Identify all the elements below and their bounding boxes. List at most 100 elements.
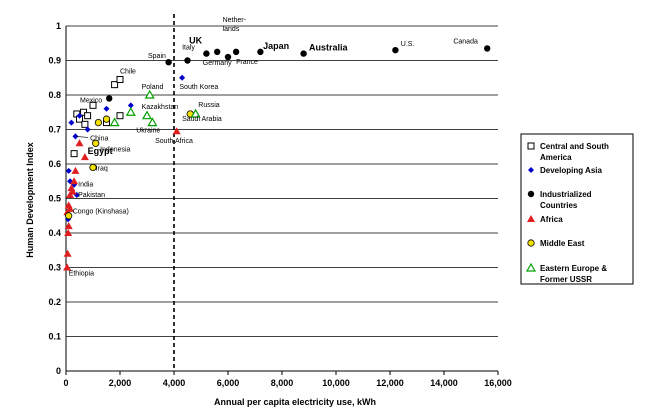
data-point-series-2 <box>106 95 113 102</box>
point-label: UK <box>189 36 202 46</box>
point-label: Chile <box>120 68 136 75</box>
data-point-series-4 <box>102 115 111 123</box>
point-label: Spain <box>148 53 166 60</box>
data-point-series-5 <box>125 107 136 116</box>
data-point-series-5 <box>144 89 155 99</box>
data-point-series-5 <box>141 110 153 120</box>
point-label: Congo (Kinshasa) <box>73 209 129 216</box>
data-point-series-5 <box>190 108 201 118</box>
y-tick-label: 0 <box>56 366 61 376</box>
x-tick-label: 0 <box>63 378 68 388</box>
x-tick-label: 10,000 <box>322 378 350 388</box>
y-axis-label: Human Development Index <box>25 142 35 258</box>
y-tick-label: 0.5 <box>48 194 61 204</box>
point-label: Ethiopia <box>69 271 94 278</box>
data-point-series-2 <box>184 57 191 64</box>
x-tick-label: 4,000 <box>163 378 186 388</box>
x-tick-label: 14,000 <box>430 378 458 388</box>
data-point-series-2 <box>392 46 399 54</box>
legend-marker-1 <box>528 167 534 173</box>
point-label: Japan <box>263 41 289 51</box>
point-label: Egypt <box>88 146 113 156</box>
label-leader-line <box>76 136 89 138</box>
data-point-series-2 <box>165 59 172 66</box>
y-tick-label: 0.4 <box>48 228 61 238</box>
y-tick-label: 0.2 <box>48 297 61 307</box>
x-tick-label: 8,000 <box>271 378 294 388</box>
legend-label: America <box>540 153 572 162</box>
legend-marker-5 <box>525 262 537 272</box>
data-point-series-1 <box>65 167 72 174</box>
legend-label: Former USSR <box>540 275 592 284</box>
legend-label: Central and South <box>540 142 609 151</box>
point-label: Russia <box>198 102 220 109</box>
data-point-series-3 <box>63 263 72 271</box>
data-point-series-1 <box>72 133 79 140</box>
data-point-series-3 <box>172 127 181 135</box>
point-label: India <box>78 182 93 189</box>
legend-marker-4 <box>527 239 535 247</box>
data-point-series-0 <box>84 112 92 120</box>
point-label: Ukraine <box>136 128 160 135</box>
data-point-series-2 <box>203 50 210 57</box>
data-point-series-1 <box>103 105 110 112</box>
data-point-series-3 <box>80 153 89 161</box>
data-point-series-1 <box>84 126 91 133</box>
point-label: Indonesia <box>100 146 130 153</box>
data-point-series-0 <box>81 120 89 128</box>
gridlines <box>66 25 498 337</box>
data-point-series-3 <box>70 177 79 185</box>
data-point-series-3 <box>64 229 73 236</box>
point-label: South Korea <box>179 84 218 91</box>
data-point-series-0 <box>89 101 97 109</box>
data-point-series-2 <box>300 50 307 57</box>
data-point-series-0 <box>111 81 119 89</box>
data-point-series-4 <box>65 212 73 220</box>
data-point-series-4 <box>94 119 103 127</box>
point-label: Germany <box>203 60 232 67</box>
data-point-series-0 <box>70 150 78 158</box>
data-point-series-1 <box>127 102 134 109</box>
x-tick-label: 2,000 <box>109 378 132 388</box>
point-label: Poland <box>142 84 164 91</box>
data-points <box>63 45 491 271</box>
legend: Central and South America Developing Asia I… <box>520 133 634 285</box>
y-tick-label: 0.8 <box>48 90 61 100</box>
point-label: Pakistan <box>78 192 105 199</box>
legend-label: Developing Asia <box>540 166 602 175</box>
data-point-series-1 <box>179 74 186 81</box>
point-label: Nether- <box>223 17 247 24</box>
legend-marker-0 <box>527 142 535 150</box>
y-tick-label: 0.6 <box>48 159 61 169</box>
data-point-series-3 <box>68 187 77 195</box>
legend-box <box>520 133 634 285</box>
y-axis-ticks: 0 0.1 0.2 0.3 0.4 0.5 0.6 0.7 0.8 0.9 1 <box>48 21 61 376</box>
point-label: Saudi Arabia <box>182 116 222 123</box>
y-tick-label: 0.9 <box>48 56 61 66</box>
legend-marker-3 <box>527 215 535 222</box>
data-point-series-2 <box>224 53 232 61</box>
data-point-series-4 <box>89 163 97 172</box>
x-axis-ticks: 0 2,000 4,000 6,000 8,000 10,000 12,000 14,000 1… <box>63 371 512 388</box>
data-point-series-3 <box>71 166 80 174</box>
legend-marker-2 <box>527 190 535 198</box>
legend-label: Countries <box>540 201 578 210</box>
data-point-series-3 <box>63 249 72 257</box>
data-point-series-0 <box>116 112 124 120</box>
x-tick-label: 6,000 <box>217 378 240 388</box>
y-tick-label: 0.3 <box>48 263 61 273</box>
data-point-series-2 <box>484 45 491 52</box>
data-point-series-0 <box>116 75 124 83</box>
y-tick-label: 0.7 <box>48 125 61 135</box>
point-label: Italy <box>182 45 195 52</box>
data-point-series-1 <box>68 119 75 126</box>
data-point-series-2 <box>232 48 240 56</box>
point-label: Iraq <box>96 165 108 172</box>
legend-label: Africa <box>540 215 563 224</box>
legend-label: Eastern Europe & <box>540 264 607 273</box>
point-label: France <box>236 59 258 66</box>
data-point-series-4 <box>92 139 100 147</box>
point-label: Canada <box>453 38 478 45</box>
